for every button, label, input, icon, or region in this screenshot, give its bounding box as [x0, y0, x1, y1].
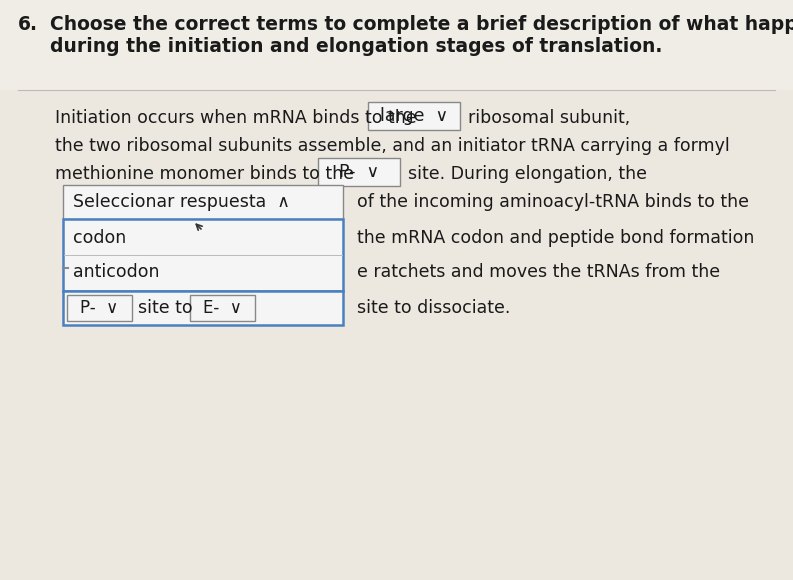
- Bar: [0, 90, 793, 580]
- Bar: [0, 0, 793, 90]
- Text: the mRNA codon and peptide bond formation: the mRNA codon and peptide bond formatio…: [357, 229, 754, 247]
- Text: anticodon: anticodon: [73, 263, 159, 281]
- Text: the two ribosomal subunits assemble, and an initiator tRNA carrying a formyl: the two ribosomal subunits assemble, and…: [55, 137, 730, 155]
- Text: site. During elongation, the: site. During elongation, the: [408, 165, 647, 183]
- Text: Seleccionar respuesta  ∧: Seleccionar respuesta ∧: [73, 193, 290, 211]
- Text: methionine monomer binds to the: methionine monomer binds to the: [55, 165, 354, 183]
- Bar: [67, 295, 132, 321]
- Text: 6.: 6.: [18, 15, 38, 34]
- Text: E-  ∨: E- ∨: [203, 299, 242, 317]
- Bar: [63, 185, 343, 219]
- Text: during the initiation and elongation stages of translation.: during the initiation and elongation sta…: [50, 37, 662, 56]
- Text: site to: site to: [138, 299, 193, 317]
- Text: Choose the correct terms to complete a brief description of what happens: Choose the correct terms to complete a b…: [50, 15, 793, 34]
- Text: P-  ∨: P- ∨: [80, 299, 119, 317]
- Text: of the incoming aminoacyl-tRNA binds to the: of the incoming aminoacyl-tRNA binds to …: [357, 193, 749, 211]
- Text: large  ∨: large ∨: [380, 107, 448, 125]
- Text: site to dissociate.: site to dissociate.: [357, 299, 511, 317]
- Bar: [318, 158, 400, 186]
- Bar: [63, 291, 343, 325]
- Bar: [368, 102, 460, 130]
- Text: e ratchets and moves the tRNAs from the: e ratchets and moves the tRNAs from the: [357, 263, 720, 281]
- Bar: [190, 295, 255, 321]
- Text: Initiation occurs when mRNA binds to the: Initiation occurs when mRNA binds to the: [55, 109, 416, 127]
- Text: codon: codon: [73, 229, 126, 247]
- Bar: [63, 219, 343, 291]
- Text: ribosomal subunit,: ribosomal subunit,: [468, 109, 630, 127]
- Text: P-  ∨: P- ∨: [339, 163, 379, 181]
